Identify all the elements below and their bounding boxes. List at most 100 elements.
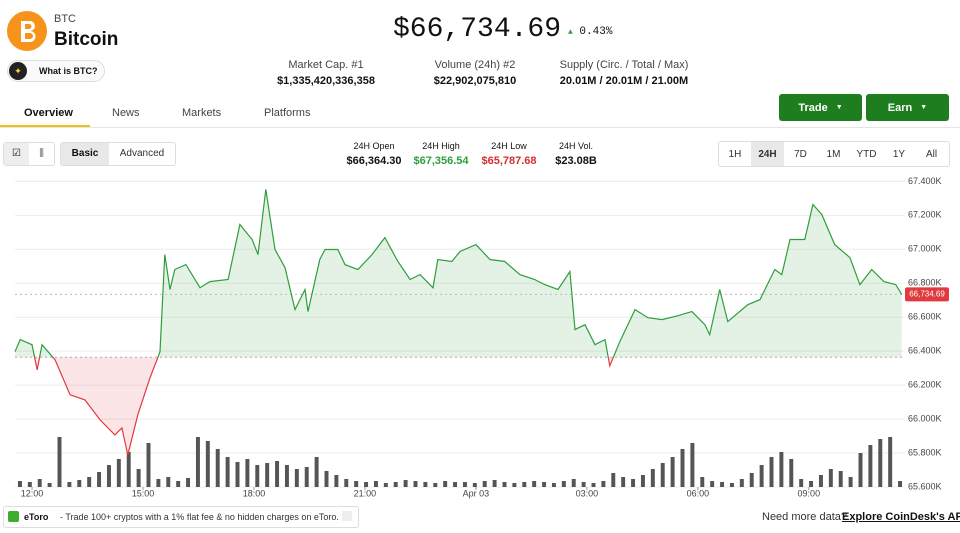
volume-bar — [126, 452, 131, 487]
volume-bar — [462, 482, 467, 487]
ad-close[interactable] — [342, 511, 352, 521]
volume-bar — [759, 465, 764, 487]
volume-bar — [176, 481, 181, 487]
x-tick-label: 09:00 — [798, 488, 821, 498]
y-tick-label: 66.400K — [908, 346, 942, 356]
volume-bar — [680, 449, 685, 487]
volume-bar — [898, 481, 903, 487]
tab[interactable]: Overview — [24, 107, 73, 119]
button-label: Earn — [887, 101, 913, 114]
ad-banner[interactable]: eToro - Trade 100+ cryptos with a 1% fla… — [3, 506, 359, 528]
x-tick-label: 12:00 — [21, 488, 44, 498]
volume-bar — [611, 473, 616, 487]
volume-bar — [413, 481, 418, 487]
etoro-icon — [8, 511, 19, 522]
volume-bar — [57, 437, 62, 487]
volume-bar — [443, 481, 448, 487]
y-tick-label: 65.800K — [908, 447, 942, 457]
earn-button[interactable]: Earn ▼ — [866, 94, 949, 121]
trade-button[interactable]: Trade ▼ — [779, 94, 862, 121]
volume-bar — [423, 482, 428, 487]
caret: ▼ — [835, 104, 843, 111]
volume-bar — [542, 482, 547, 487]
stat: Market Cap. #1 $1,335,420,336,358 — [266, 59, 386, 87]
volume-bar — [116, 459, 121, 487]
volume-bar — [77, 480, 82, 487]
volume-bar — [47, 483, 52, 487]
what-is-button[interactable]: ✦ What is BTC? — [7, 60, 105, 82]
volume-bar — [166, 477, 171, 487]
mode[interactable]: Advanced — [119, 148, 165, 159]
volume-bar — [660, 463, 665, 487]
y-tick-label: 65.600K — [908, 481, 942, 491]
range[interactable]: 1M — [826, 148, 841, 160]
volume-bar — [670, 457, 675, 487]
volume-bar — [304, 467, 309, 487]
volume-bar — [294, 469, 299, 487]
stat: Volume (24h) #2 $22,902,075,810 — [415, 59, 535, 87]
volume-bar — [245, 459, 250, 487]
volume-bar — [591, 483, 596, 487]
ad-brand: eToro — [24, 512, 49, 522]
volume-bar — [710, 481, 715, 487]
range[interactable]: 1Y — [892, 148, 906, 160]
volume-bar — [838, 471, 843, 487]
what-is-label: What is BTC? — [39, 66, 98, 76]
volume-bar — [87, 477, 92, 487]
volume-bar — [532, 481, 537, 487]
volume-bar — [650, 469, 655, 487]
volume-bar — [195, 437, 200, 487]
volume-bar — [186, 478, 191, 487]
volume-bar — [492, 480, 497, 487]
x-tick-label: 18:00 — [243, 488, 266, 498]
mode[interactable]: Basic — [61, 143, 109, 165]
range[interactable]: 24H — [751, 142, 784, 166]
volume-bar — [749, 473, 754, 487]
range[interactable]: 1H — [728, 148, 742, 160]
y-tick-label: 66.800K — [908, 278, 942, 288]
volume-bar — [571, 479, 576, 487]
day-stat-value: $67,356.54 — [413, 155, 469, 167]
volume-bar — [235, 462, 240, 487]
up-arrow: ▲ — [568, 28, 573, 37]
volume-bar — [818, 475, 823, 487]
stat-label: Market Cap. #1 — [288, 59, 364, 71]
mode-toggle: Basic Advanced — [60, 142, 176, 166]
tab[interactable]: News — [112, 107, 140, 119]
volume-bar — [512, 483, 517, 487]
y-tick-label: 66.600K — [908, 312, 942, 322]
volume-bar — [37, 479, 42, 487]
range[interactable]: 7D — [794, 148, 807, 160]
day-stat: 24H Low $65,787.68 — [474, 141, 544, 167]
tab[interactable]: Platforms — [264, 107, 311, 119]
range[interactable]: YTD — [856, 148, 877, 160]
more-data: Need more data? — [762, 511, 847, 523]
volume-bar — [720, 482, 725, 487]
volume-bar — [809, 481, 814, 487]
volume-bar — [502, 482, 507, 487]
y-tick-label: 67.200K — [908, 210, 942, 220]
day-stat: 24H High $67,356.54 — [406, 141, 476, 167]
chart-type-toggle[interactable]: ☑ ⫼ — [3, 142, 55, 166]
api-link[interactable]: Explore CoinDesk's API — [842, 511, 960, 523]
volume-bar — [334, 475, 339, 487]
volume-bar — [156, 479, 161, 487]
volume-bar — [828, 469, 833, 487]
volume-bar — [453, 482, 458, 487]
volume-bar — [621, 477, 626, 487]
volume-bar — [729, 483, 734, 487]
volume-bar — [472, 483, 477, 487]
candle-icon[interactable]: ⫼ — [39, 148, 44, 159]
line-icon[interactable]: ☑ — [4, 143, 29, 165]
active-tab-underline — [0, 125, 90, 127]
stat-label: Supply (Circ. / Total / Max) — [559, 59, 689, 71]
volume-bar — [482, 481, 487, 487]
volume-bar — [779, 452, 784, 487]
range[interactable]: All — [925, 148, 938, 160]
price: $66,734.69 — [393, 14, 562, 45]
volume-bar — [561, 481, 566, 487]
volume-bar — [878, 439, 883, 487]
volume-bar — [67, 482, 72, 487]
tab[interactable]: Markets — [182, 107, 222, 119]
